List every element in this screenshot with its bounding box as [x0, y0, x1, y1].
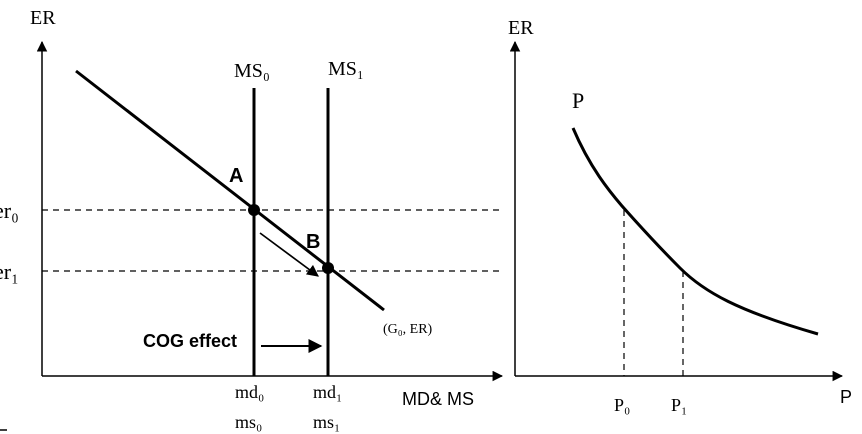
- p0-label: P₀: [614, 395, 630, 415]
- p1-label: P₁: [671, 395, 687, 415]
- er0-label: er₀: [0, 198, 19, 223]
- p-curve-label: P: [572, 88, 584, 113]
- movement-arrow: [259, 232, 319, 277]
- er1-label: er₁: [0, 259, 19, 284]
- g0-er-curve-label: (G₀, ER): [383, 322, 433, 337]
- point-b: [322, 262, 334, 274]
- ms1-tick-label: ms₁: [313, 412, 340, 432]
- cog-effect-label: COG effect: [143, 331, 237, 351]
- ms0-tick-label: ms₀: [235, 412, 262, 432]
- p-curve: [571, 127, 819, 336]
- g0-er-curve: [75, 69, 385, 312]
- point-b-label: B: [306, 231, 320, 253]
- md0-label: md₀: [235, 382, 264, 402]
- left-x-axis-label: MD& MS: [402, 389, 474, 409]
- right-y-axis-label: ER: [508, 17, 534, 39]
- left-panel: ER MD& MS (G₀, ER) MS₀ MS₁ er₀ er₁ A B C…: [0, 7, 504, 432]
- right-panel: ER P P P₀ P₁: [508, 17, 852, 415]
- md1-label: md₁: [313, 382, 342, 402]
- point-a-label: A: [229, 165, 243, 187]
- ms0-label: MS₀: [234, 60, 270, 82]
- ms1-label: MS₁: [328, 58, 364, 80]
- left-y-axis-label: ER: [30, 7, 56, 29]
- right-x-axis-label: P: [840, 387, 852, 407]
- point-a: [248, 204, 260, 216]
